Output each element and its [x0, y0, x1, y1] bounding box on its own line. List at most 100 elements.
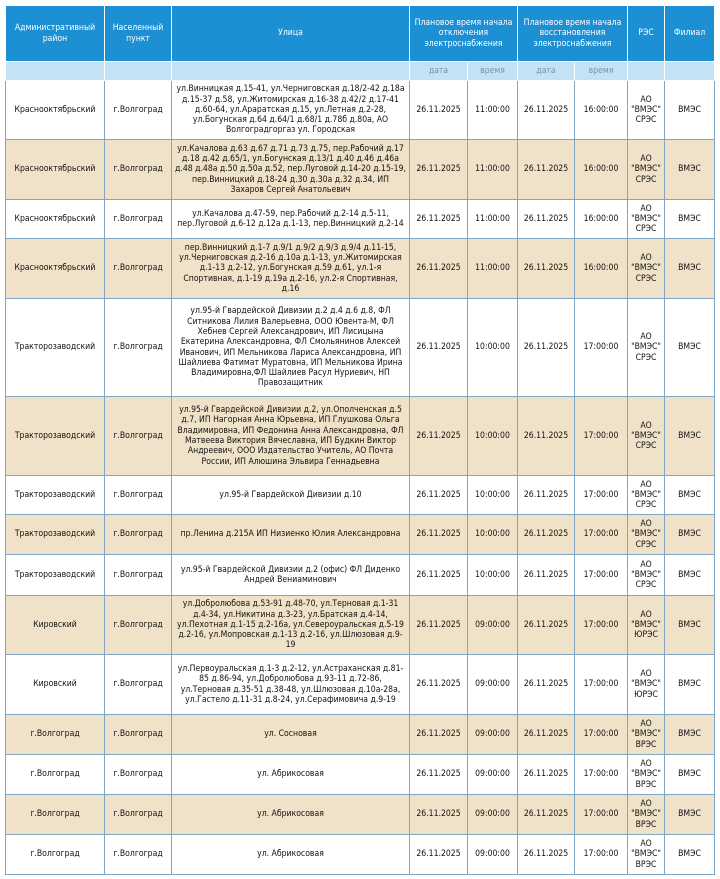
locality: г.Волгоград — [104, 514, 172, 555]
on-time: 17:00:00 — [574, 654, 629, 715]
locality: г.Волгоград — [104, 475, 172, 515]
locality: г.Волгоград — [104, 595, 172, 655]
on-date: 26.11.2025 — [517, 139, 576, 200]
off-date: 26.11.2025 — [409, 80, 468, 140]
locality: г.Волгоград — [104, 199, 172, 239]
off-date: 26.11.2025 — [409, 238, 468, 299]
off-time: 10:00:00 — [466, 475, 519, 515]
off-time: 09:00:00 — [466, 834, 519, 875]
locality: г.Волгоград — [104, 139, 172, 200]
res: АО "ВМЭС" ВРЭС — [627, 754, 666, 795]
street: ул. Абрикосовая — [171, 754, 410, 795]
on-date: 26.11.2025 — [517, 80, 576, 140]
header-cell: Населенный пункт — [104, 5, 172, 62]
street: ул.Добролюбова д.53-91 д.48-70, ул.Терно… — [171, 595, 410, 655]
locality: г.Волгоград — [104, 298, 172, 397]
res: АО "ВМЭС" СРЭС — [627, 396, 666, 476]
off-date: 26.11.2025 — [409, 834, 468, 875]
off-time: 09:00:00 — [466, 794, 519, 835]
on-time: 16:00:00 — [574, 80, 629, 140]
on-time: 17:00:00 — [574, 794, 629, 835]
res: АО "ВМЭС" СРЭС — [627, 199, 666, 239]
district: Тракторозаводский — [5, 554, 105, 596]
table-row: Тракторозаводский г.Волгоград ул.95-й Гвар… — [5, 396, 716, 476]
street: пр.Ленина д.215А ИП Низиенко Юлия Алекса… — [171, 514, 410, 555]
on-time: 16:00:00 — [574, 238, 629, 299]
table-row: Тракторозаводский г.Волгоград пр.Ленина д.… — [5, 514, 716, 555]
off-date: 26.11.2025 — [409, 298, 468, 397]
off-date: 26.11.2025 — [409, 794, 468, 835]
on-date: 26.11.2025 — [517, 834, 576, 875]
off-time: 09:00:00 — [466, 595, 519, 655]
on-date: 26.11.2025 — [517, 396, 576, 476]
branch: ВМЭС — [664, 654, 716, 715]
branch: ВМЭС — [664, 396, 716, 476]
street: ул.95-й Гвардейской Дивизии д.2 (офис) Ф… — [171, 554, 410, 596]
off-time: 11:00:00 — [466, 80, 519, 140]
district: г.Волгоград — [5, 794, 105, 835]
locality: г.Волгоград — [104, 654, 172, 715]
table-row: Краснооктябрьский г.Волгоград ул.Качалова … — [5, 139, 716, 200]
locality: г.Волгоград — [104, 714, 172, 755]
branch: ВМЭС — [664, 475, 716, 515]
branch: ВМЭС — [664, 834, 716, 875]
branch: ВМЭС — [664, 80, 716, 140]
street: ул. Абрикосовая — [171, 794, 410, 835]
on-time: 17:00:00 — [574, 475, 629, 515]
on-date: 26.11.2025 — [517, 554, 576, 596]
off-date: 26.11.2025 — [409, 714, 468, 755]
district: Краснооктябрьский — [5, 139, 105, 200]
off-date: 26.11.2025 — [409, 554, 468, 596]
branch: ВМЭС — [664, 238, 716, 299]
header-cell: Улица — [171, 5, 410, 62]
on-time: 16:00:00 — [574, 139, 629, 200]
branch: ВМЭС — [664, 514, 716, 555]
street: ул.95-й Гвардейской Дивизии д.10 — [171, 475, 410, 515]
off-date: 26.11.2025 — [409, 654, 468, 715]
on-time: 16:00:00 — [574, 199, 629, 239]
table-row: Тракторозаводский г.Волгоград ул.95-й Гвар… — [5, 298, 716, 397]
locality: г.Волгоград — [104, 794, 172, 835]
street: ул.Качалова д.63 д.67 д.71 д.73 д.75, пе… — [171, 139, 410, 200]
off-time: 11:00:00 — [466, 139, 519, 200]
on-date: 26.11.2025 — [517, 298, 576, 397]
off-date: 26.11.2025 — [409, 396, 468, 476]
table-row: г.Волгоград г.Волгоград ул. Абрикосовая 26.… — [5, 754, 716, 795]
branch: ВМЭС — [664, 298, 716, 397]
res: АО "ВМЭС" ЮРЭС — [627, 595, 666, 655]
on-date: 26.11.2025 — [517, 199, 576, 239]
on-time: 17:00:00 — [574, 554, 629, 596]
subheader-cell: дата — [409, 61, 468, 81]
on-time: 17:00:00 — [574, 514, 629, 555]
table-row: г.Волгоград г.Волгоград ул. Абрикосовая 26.… — [5, 794, 716, 835]
on-date: 26.11.2025 — [517, 475, 576, 515]
branch: ВМЭС — [664, 554, 716, 596]
res: АО "ВМЭС" ВРЭС — [627, 794, 666, 835]
off-time: 10:00:00 — [466, 514, 519, 555]
on-time: 17:00:00 — [574, 595, 629, 655]
res: АО "ВМЭС" СРЭС — [627, 139, 666, 200]
branch: ВМЭС — [664, 754, 716, 795]
table-row: Тракторозаводский г.Волгоград ул.95-й Гвар… — [5, 475, 716, 515]
off-time: 11:00:00 — [466, 238, 519, 299]
on-time: 17:00:00 — [574, 714, 629, 755]
table-row: Краснооктябрьский г.Волгоград ул.Винницкая… — [5, 80, 716, 140]
locality: г.Волгоград — [104, 834, 172, 875]
header-cell: Плановое время начала восстановления эле… — [517, 5, 629, 62]
res: АО "ВМЭС" СРЭС — [627, 80, 666, 140]
off-date: 26.11.2025 — [409, 139, 468, 200]
table-body: Краснооктябрьский г.Волгоград ул.Винницкая… — [5, 80, 716, 875]
subheader-cell: время — [466, 61, 519, 81]
off-time: 09:00:00 — [466, 654, 519, 715]
district: г.Волгоград — [5, 834, 105, 875]
street: ул.Первоуральская д.1-3 д.2-12, ул.Астра… — [171, 654, 410, 715]
on-date: 26.11.2025 — [517, 754, 576, 795]
off-time: 11:00:00 — [466, 199, 519, 239]
res: АО "ВМЭС" ВРЭС — [627, 834, 666, 875]
on-date: 26.11.2025 — [517, 514, 576, 555]
on-date: 26.11.2025 — [517, 654, 576, 715]
district: г.Волгоград — [5, 754, 105, 795]
district: Тракторозаводский — [5, 298, 105, 397]
street: ул.Винницкая д.15-41, ул.Черниговская д.… — [171, 80, 410, 140]
